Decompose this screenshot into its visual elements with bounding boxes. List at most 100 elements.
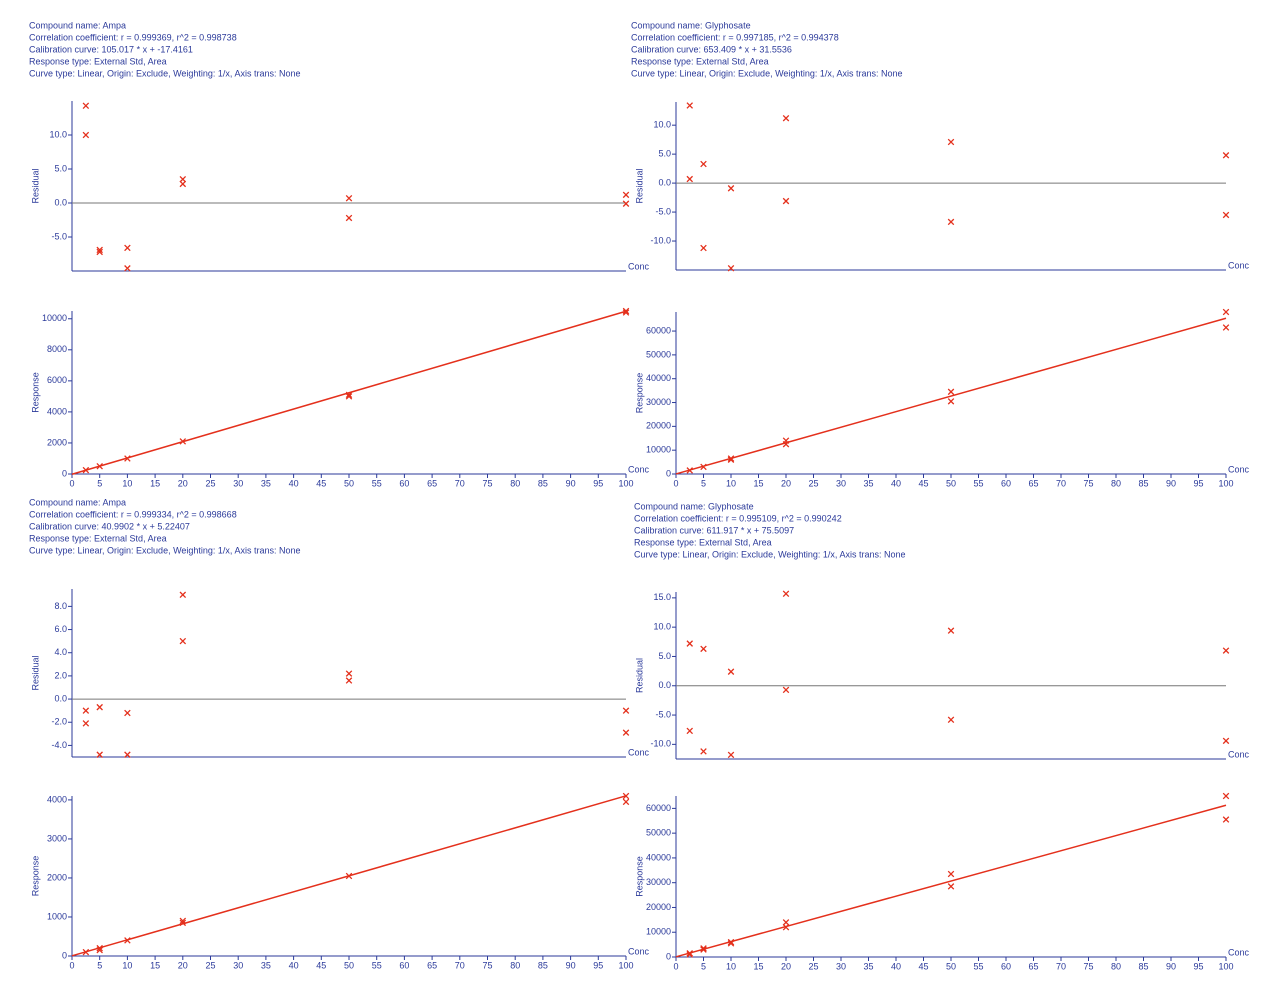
y-tick-label: 10000 [42, 313, 67, 323]
x-tick-label: 15 [753, 478, 763, 488]
annotation: Calibration curve: 653.409 * x + 31.5536 [631, 44, 792, 54]
x-tick-label: 70 [1056, 961, 1066, 971]
x-tick-label: 0 [673, 478, 678, 488]
x-tick-label: 80 [510, 960, 520, 970]
point [622, 729, 630, 736]
y-tick-label: 10000 [646, 445, 671, 455]
x-tick-label: 75 [1083, 961, 1093, 971]
x-tick-label: 75 [1083, 478, 1093, 488]
y-tick-label: 0.0 [54, 197, 67, 207]
x-tick-label: 60 [399, 478, 409, 488]
point [782, 197, 790, 205]
y-tick-label: 2000 [47, 872, 67, 882]
y-tick-label: 0.0 [658, 177, 671, 187]
y-tick-label: 5.0 [658, 651, 671, 661]
point [82, 102, 90, 110]
point [947, 716, 955, 723]
point [727, 668, 735, 675]
point [179, 591, 187, 599]
point [179, 438, 187, 445]
point [96, 248, 103, 256]
point [686, 727, 694, 735]
point [947, 138, 955, 146]
y-tick-label: 10.0 [49, 129, 67, 139]
annotation: Compound name: Ampa [29, 20, 126, 30]
annotation: Calibration curve: 105.017 * x + -17.416… [29, 44, 193, 54]
annotation: Response type: External Std, Area [634, 537, 772, 547]
annotation: Calibration curve: 611.917 * x + 75.5097 [634, 525, 794, 535]
x-tick-label: 85 [1138, 961, 1148, 971]
point [345, 391, 353, 399]
x-axis-label: Conc [628, 747, 650, 757]
x-tick-label: 15 [753, 961, 763, 971]
point [727, 938, 735, 946]
y-tick-label: 20000 [646, 421, 671, 431]
point [947, 218, 955, 226]
y-tick-label: -10.0 [650, 739, 671, 749]
point [345, 872, 353, 880]
x-tick-label: 55 [973, 478, 983, 488]
x-tick-label: 35 [261, 960, 271, 970]
x-tick-label: 90 [566, 478, 576, 488]
x-tick-label: 90 [1166, 478, 1176, 488]
annotation: Calibration curve: 40.9902 * x + 5.22407 [29, 521, 190, 531]
annotation: Response type: External Std, Area [29, 56, 167, 66]
point [782, 924, 790, 931]
point [124, 265, 131, 272]
x-tick-label: 5 [97, 478, 102, 488]
y-tick-label: 5.0 [54, 163, 67, 173]
x-tick-label: 95 [593, 478, 603, 488]
x-tick-label: 20 [178, 478, 188, 488]
annotation: Curve type: Linear, Origin: Exclude, Wei… [634, 549, 905, 559]
point [345, 670, 353, 677]
x-tick-label: 80 [510, 478, 520, 488]
y-tick-label: 0 [62, 468, 67, 478]
point [96, 246, 103, 254]
x-axis-label: Conc [1228, 947, 1250, 957]
point [345, 214, 353, 222]
x-tick-label: 55 [372, 478, 382, 488]
x-tick-label: 50 [344, 960, 354, 970]
y-tick-label: 30000 [646, 877, 671, 887]
x-tick-label: 60 [1001, 478, 1011, 488]
point [96, 703, 103, 711]
fit-line [71, 310, 627, 475]
x-tick-label: 25 [808, 478, 818, 488]
x-tick-label: 90 [1166, 961, 1176, 971]
y-tick-label: 2.0 [54, 670, 67, 680]
y-tick-label: -4.0 [51, 740, 67, 750]
x-tick-label: 10 [726, 478, 736, 488]
y-tick-label: -5.0 [655, 709, 671, 719]
x-tick-label: 15 [150, 478, 160, 488]
point [700, 945, 707, 952]
x-tick-label: 35 [863, 961, 873, 971]
x-tick-label: 40 [891, 961, 901, 971]
annotation: Curve type: Linear, Origin: Exclude, Wei… [29, 68, 300, 78]
point [700, 160, 707, 168]
x-tick-label: 50 [344, 478, 354, 488]
x-tick-label: 40 [289, 478, 299, 488]
point [124, 709, 131, 717]
x-tick-label: 30 [836, 961, 846, 971]
x-tick-label: 40 [289, 960, 299, 970]
point [179, 175, 187, 183]
x-axis-label: Conc [628, 946, 650, 956]
point [700, 748, 707, 755]
fit-line [675, 804, 1227, 958]
x-tick-label: 5 [701, 478, 706, 488]
y-tick-label: 6000 [47, 375, 67, 385]
y-tick-label: 60000 [646, 325, 671, 335]
annotation: Correlation coefficient: r = 0.999334, r… [29, 509, 237, 519]
point [727, 940, 735, 947]
x-tick-label: 50 [946, 478, 956, 488]
point [179, 637, 187, 645]
y-tick-label: 8000 [47, 344, 67, 354]
x-tick-label: 30 [836, 478, 846, 488]
point [622, 792, 630, 800]
point [700, 645, 707, 653]
point [686, 102, 694, 109]
x-tick-label: 0 [673, 961, 678, 971]
point [782, 440, 790, 448]
y-axis-label: Response [634, 856, 644, 897]
